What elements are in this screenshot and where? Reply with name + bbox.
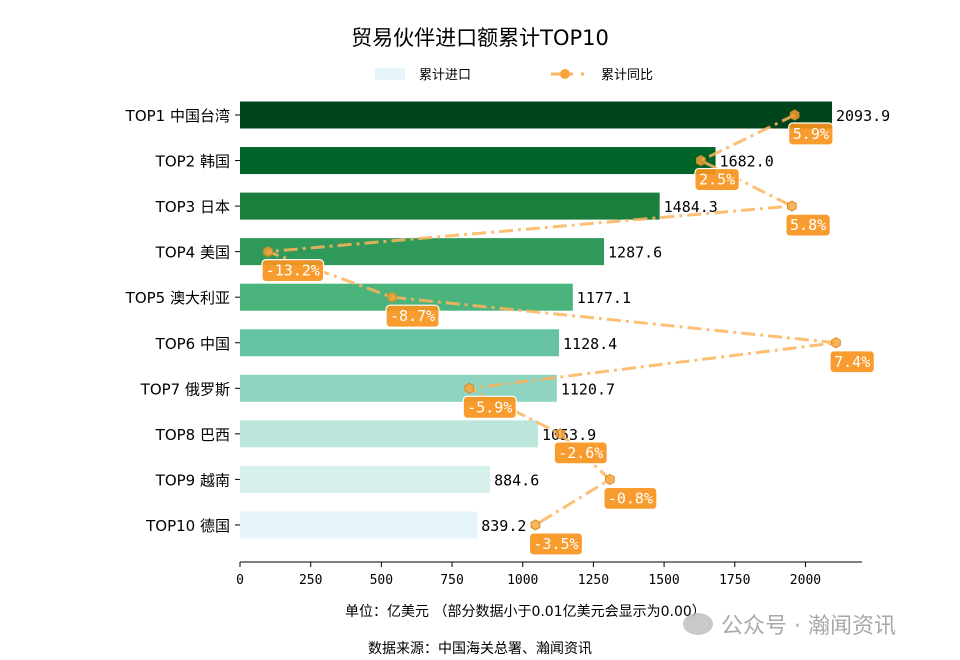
y-tick-label: TOP9 越南 bbox=[155, 471, 230, 489]
yoy-label: 5.8% bbox=[790, 216, 826, 234]
yoy-label-box bbox=[261, 259, 325, 283]
x-tick-label: 500 bbox=[370, 573, 393, 588]
bar-value-label: 2093.9 bbox=[836, 107, 890, 125]
yoy-marker bbox=[605, 473, 615, 485]
bar-value-label: 1287.6 bbox=[608, 244, 662, 262]
yoy-label: -8.7% bbox=[390, 307, 435, 325]
chart-title: 贸易伙伴进口额累计TOP10 bbox=[351, 26, 609, 50]
yoy-label-box bbox=[829, 350, 876, 374]
yoy-marker bbox=[464, 382, 475, 394]
y-tick-label: TOP3 日本 bbox=[155, 198, 230, 216]
y-tick-label: TOP4 美国 bbox=[155, 244, 230, 262]
bar bbox=[240, 192, 660, 220]
bar-value-label: 839.2 bbox=[481, 517, 526, 535]
yoy-marker bbox=[696, 154, 706, 167]
bar-value-label: 1682.0 bbox=[720, 153, 774, 171]
legend-bar-label: 累计进口 bbox=[419, 68, 472, 83]
yoy-label: -5.9% bbox=[467, 398, 512, 416]
yoy-label-box bbox=[603, 486, 658, 510]
y-tick-label: TOP1 中国台湾 bbox=[125, 107, 230, 125]
legend: 累计进口 累计同比 bbox=[375, 64, 653, 83]
yoy-label: 5.9% bbox=[793, 125, 829, 143]
yoy-label-box bbox=[788, 122, 834, 146]
bar bbox=[240, 511, 478, 539]
x-axis-label: 单位：亿美元 （部分数据小于0.01亿美元会显示为0.00） bbox=[345, 604, 706, 620]
y-tick-label: TOP8 巴西 bbox=[155, 426, 230, 444]
x-tick-label: 750 bbox=[440, 573, 463, 588]
bar-value-label: 884.6 bbox=[494, 471, 539, 489]
watermark-text: 公众号 · 瀚闻资讯 bbox=[721, 614, 896, 639]
bar bbox=[240, 329, 560, 357]
source-note: 数据来源：中国海关总署、瀚闻资讯 bbox=[368, 641, 592, 657]
yoy-label-box bbox=[785, 213, 831, 237]
y-tick-label: TOP5 澳大利亚 bbox=[125, 289, 230, 307]
legend-line-label: 累计同比 bbox=[601, 68, 654, 83]
yoy-label: -2.6% bbox=[558, 444, 603, 462]
bar bbox=[240, 147, 716, 175]
bar-value-label: 1128.4 bbox=[563, 335, 617, 353]
watermark: 公众号 · 瀚闻资讯 bbox=[683, 608, 896, 640]
y-tick-label: TOP6 中国 bbox=[155, 335, 230, 353]
yoy-marker bbox=[789, 109, 800, 121]
yoy-marker bbox=[787, 200, 797, 212]
yoy-marker bbox=[555, 428, 566, 440]
yoy-label: -3.5% bbox=[533, 535, 578, 553]
x-tick-label: 1750 bbox=[719, 573, 750, 588]
yoy-label-box bbox=[528, 532, 584, 556]
bar-value-label: 1120.7 bbox=[561, 380, 615, 398]
legend-line-swatch bbox=[551, 68, 585, 79]
yoy-marker bbox=[387, 291, 397, 303]
x-tick-label: 1250 bbox=[578, 573, 609, 588]
yoy-marker bbox=[530, 519, 541, 531]
x-tick-label: 1500 bbox=[648, 573, 679, 588]
bar bbox=[240, 101, 833, 129]
x-tick-label: 0 bbox=[236, 573, 244, 588]
yoy-label: 7.4% bbox=[834, 353, 870, 371]
yoy-label-box bbox=[694, 167, 740, 192]
bar bbox=[240, 420, 538, 448]
yoy-line bbox=[267, 113, 837, 527]
bar bbox=[240, 465, 491, 493]
legend-bar-swatch bbox=[375, 67, 405, 80]
bar-value-label: 1484.3 bbox=[664, 198, 718, 216]
y-tick-label: TOP2 韩国 bbox=[155, 153, 230, 171]
yoy-label-box bbox=[462, 395, 517, 419]
yoy-label: -13.2% bbox=[266, 262, 320, 280]
yoy-label: 2.5% bbox=[699, 171, 735, 189]
yoy-label-box bbox=[385, 304, 440, 328]
yoy-marker bbox=[831, 337, 841, 349]
x-tick-label: 2000 bbox=[790, 573, 821, 588]
yoy-label-box bbox=[553, 441, 608, 465]
x-tick-label: 250 bbox=[299, 573, 322, 588]
y-tick-label: TOP10 德国 bbox=[145, 517, 230, 535]
yoy-marker bbox=[263, 246, 273, 258]
x-tick-label: 1000 bbox=[507, 573, 538, 588]
wechat-icon bbox=[683, 613, 713, 635]
yoy-label: -0.8% bbox=[608, 489, 653, 507]
y-tick-label: TOP7 俄罗斯 bbox=[140, 380, 230, 398]
bar-value-label: 1177.1 bbox=[577, 289, 631, 307]
